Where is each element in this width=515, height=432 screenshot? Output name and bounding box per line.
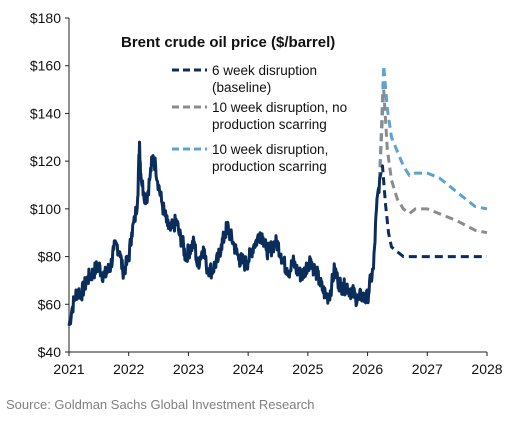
chart-canvas: $40 $60 $80 $100 $120 $140 $160 $180 2021 2022 202… (30, 10, 503, 377)
x-tick-label: 2024 (233, 361, 264, 377)
series-line-baseline (378, 164, 487, 259)
legend-label: production scarring (212, 159, 327, 174)
x-tick-label: 2021 (53, 361, 84, 377)
legend-label: 6 week disruption (212, 63, 317, 78)
y-tick-label: $80 (38, 249, 62, 265)
source-note: Source: Goldman Sachs Global Investment … (6, 397, 315, 412)
y-tick-label: $140 (30, 105, 61, 121)
series-lines (67, 64, 488, 327)
y-tick-label: $100 (30, 201, 61, 217)
y-tick-label: $120 (30, 153, 61, 169)
x-tick-label: 2026 (352, 361, 383, 377)
y-tick-label: $160 (30, 58, 61, 74)
tick-labels: $40 $60 $80 $100 $120 $140 $160 $180 2021 2022 202… (30, 10, 503, 377)
y-tick-label: $40 (38, 344, 62, 360)
x-tick-label: 2028 (471, 361, 502, 377)
legend-label: 10 week disruption, (212, 142, 328, 157)
legend-label: (baseline) (212, 80, 271, 95)
x-tick-label: 2023 (173, 361, 204, 377)
legend: 6 week disruption (baseline) 10 week disru… (172, 63, 347, 174)
series-line-no-scarring (378, 88, 488, 235)
x-tick-label: 2022 (113, 361, 144, 377)
y-tick-label: $180 (30, 10, 61, 26)
x-tick-label: 2025 (292, 361, 323, 377)
chart-title: Brent crude oil price ($/barrel) (121, 34, 335, 51)
y-tick-label: $60 (38, 296, 62, 312)
x-tick-label: 2027 (412, 361, 443, 377)
legend-label: production scarring (212, 117, 327, 132)
axes (65, 17, 488, 356)
series-line-scarring (378, 64, 488, 211)
series-line-history (67, 140, 381, 327)
legend-label: 10 week disruption, no (212, 100, 347, 115)
